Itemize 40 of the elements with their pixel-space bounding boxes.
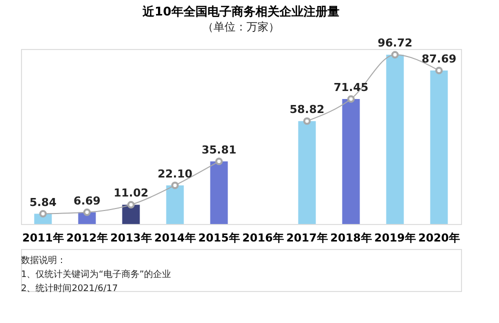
data-label: 22.10 [158,167,193,180]
chart-subtitle: （单位：万家） [202,20,280,34]
point [39,210,47,218]
x-tick-label: 2015年 [198,232,240,244]
data-label: 96.72 [378,36,412,50]
chart-title: 近10年全国电子商务相关企业注册量 [142,4,340,19]
data-label: 35.81 [202,143,236,156]
bar [430,70,448,224]
x-tick-label: 2017年 [286,232,328,244]
point [171,182,179,190]
point [435,66,443,74]
x-tick-label: 2011年 [22,232,64,244]
x-tick-label: 2014年 [154,232,196,244]
bar [122,204,140,224]
data-label: 6.69 [73,194,101,208]
x-tick-label: 2018年 [330,232,372,244]
data-label: 87.69 [422,52,456,66]
text: 2、统计时间2021/6/17 [21,283,118,294]
point [303,117,311,125]
point [127,200,135,208]
point [347,95,355,103]
text: 1、仅统计关键词为“电子商务”的企业 [21,269,172,280]
data-label: 71.45 [334,80,368,94]
bar [210,161,228,224]
data-label: 5.84 [29,196,57,209]
bar [342,98,360,224]
x-tick-label: 2013年 [110,232,152,244]
x-tick-label: 2016年 [242,232,284,244]
x-tick-label: 2020年 [418,232,460,244]
bar [386,54,404,224]
point [215,158,223,166]
x-tick-label: 2019年 [374,232,416,244]
x-tick-label: 2012年 [66,232,108,244]
bar [298,121,316,224]
point [83,208,91,216]
point [391,51,399,58]
text: 数据说明： [21,255,66,266]
data-label: 58.82 [290,103,324,116]
data-label: 11.02 [114,186,148,200]
bar [166,185,184,224]
